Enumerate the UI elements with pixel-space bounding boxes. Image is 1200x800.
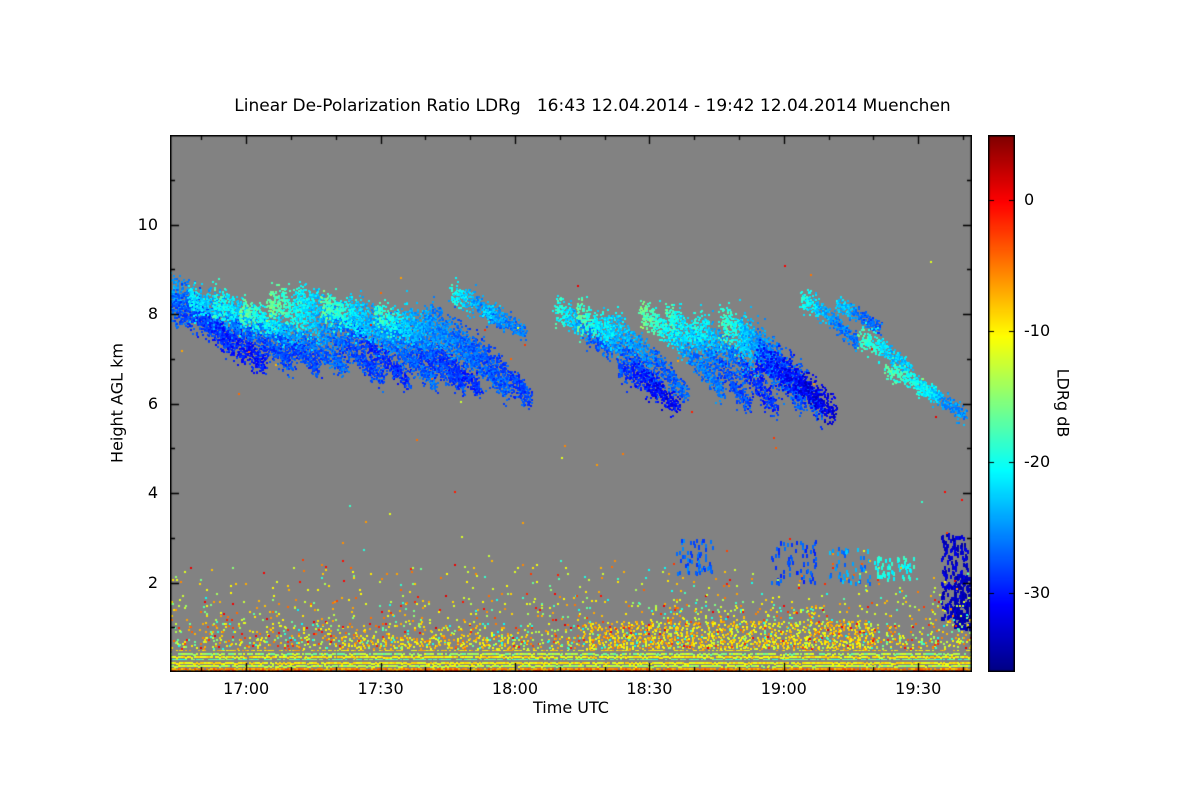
chart-title: Linear De-Polarization Ratio LDRg 16:43 … — [234, 96, 951, 116]
colorbar-tick-label: -10 — [1024, 321, 1051, 341]
x-tick-label: 18:30 — [626, 679, 673, 698]
colorbar-label: LDRg dB — [1053, 368, 1073, 438]
x-tick-label: 19:00 — [760, 679, 807, 698]
colorbar-canvas — [988, 135, 1015, 672]
y-tick-label: 2 — [147, 572, 158, 592]
x-tick-label: 18:00 — [491, 679, 539, 698]
heatmap-canvas — [170, 135, 972, 672]
y-tick-label: 10 — [137, 214, 158, 234]
colorbar-tick-label: -30 — [1024, 583, 1051, 603]
x-tick-label: 19:30 — [895, 679, 942, 698]
x-tick-label: 17:00 — [223, 679, 270, 698]
y-tick-label: 8 — [147, 304, 158, 323]
y-tick-label: 6 — [147, 393, 158, 413]
x-tick-label: 17:30 — [357, 679, 404, 698]
x-axis-label: Time UTC — [533, 698, 609, 717]
colorbar-tick-label: -20 — [1024, 452, 1051, 472]
colorbar-tick-label: 0 — [1024, 190, 1035, 210]
y-tick-label: 4 — [147, 483, 158, 502]
